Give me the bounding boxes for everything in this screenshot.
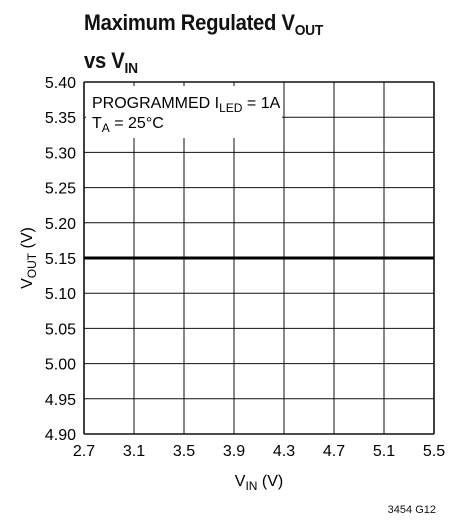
- y-tick-label: 5.30: [45, 145, 76, 162]
- y-tick-label: 5.00: [45, 357, 76, 374]
- tick-labels: 2.7 3.1 3.5 3.9 4.3 4.7 5.1 5.5 4.90 4.95 5.00 5.05…: [45, 75, 445, 460]
- y-axis-label: VOUT (V): [19, 227, 39, 289]
- y-tick-label: 4.90: [45, 427, 76, 444]
- chart-title-line1: Maximum Regulated VOUT: [84, 10, 324, 39]
- annotation-line2: TA = 25°C: [92, 115, 164, 135]
- x-tick-label: 4.3: [273, 443, 295, 460]
- chart-title: Maximum Regulated VOUT vs VIN: [84, 8, 323, 84]
- y-tick-label: 5.10: [45, 286, 76, 303]
- x-tick-label: 2.7: [73, 443, 95, 460]
- x-tick-label: 3.9: [223, 443, 245, 460]
- y-tick-label: 5.15: [45, 251, 76, 268]
- x-tick-label: 3.1: [123, 443, 145, 460]
- x-tick-label: 5.5: [423, 443, 445, 460]
- chart-title-line2: vs VIN: [84, 48, 138, 77]
- annotation-background: [86, 86, 282, 138]
- x-axis-label: VIN (V): [235, 473, 283, 493]
- x-tick-label: 3.5: [173, 443, 195, 460]
- y-tick-label: 5.05: [45, 321, 76, 338]
- y-tick-label: 5.40: [45, 75, 76, 92]
- annotation-line1: PROGRAMMED ILED = 1A: [92, 95, 281, 115]
- annotation: PROGRAMMED ILED = 1A TA = 25°C: [86, 86, 282, 138]
- y-tick-label: 5.35: [45, 110, 76, 127]
- figure-code: 3454 G12: [387, 504, 436, 516]
- y-tick-label: 5.20: [45, 216, 76, 233]
- y-tick-label: 4.95: [45, 392, 76, 409]
- x-tick-label: 4.7: [323, 443, 345, 460]
- y-tick-label: 5.25: [45, 181, 76, 198]
- x-tick-label: 5.1: [373, 443, 395, 460]
